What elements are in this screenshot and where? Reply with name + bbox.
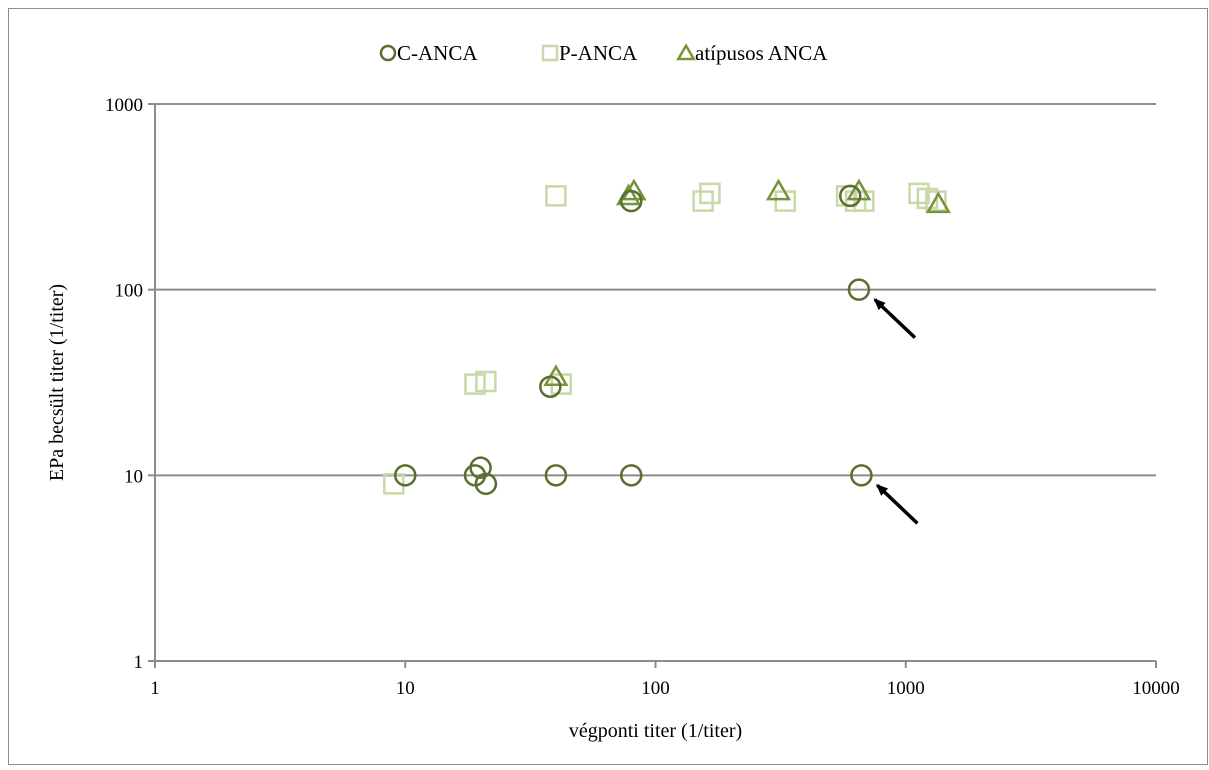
data-point-circle (394, 464, 417, 487)
data-point-circle (838, 184, 862, 208)
gridlines (155, 103, 1156, 477)
annotation-arrow (873, 298, 917, 339)
axes (148, 103, 1157, 668)
data-point-square (692, 190, 714, 212)
y-axis-title: EPa becsült titer (1/titer) (46, 284, 68, 481)
y-tick-label-100: 100 (115, 281, 144, 302)
annotation-arrow (875, 483, 919, 525)
tick-labels: 1 10 100 1000 1 10 100 1000 10000 (105, 95, 1180, 699)
x-tick-label-10000: 10000 (1132, 678, 1180, 699)
data-point-circle (539, 375, 562, 398)
legend: C-ANCA P-ANCA atípusos ANCA (379, 41, 828, 65)
legend-item: C-ANCA (379, 41, 478, 65)
x-tick-label-10: 10 (396, 678, 415, 699)
data-point-circle (469, 456, 492, 479)
data-point-square (475, 370, 497, 393)
chart-frame: 1 10 100 1000 1 10 100 1000 10000 C-ANCA P-ANCA at… (8, 8, 1208, 765)
legend-marker-triangle (676, 43, 696, 61)
data-points (383, 178, 951, 496)
data-point-square (464, 373, 486, 395)
data-point-square (383, 473, 405, 495)
legend-marker-square (541, 44, 559, 62)
data-point-triangle (765, 178, 792, 201)
data-point-circle (474, 472, 498, 496)
y-tick-label-1: 1 (134, 652, 144, 673)
legend-marker-circle (379, 44, 397, 62)
x-axis-title: végponti titer (1/titer) (569, 720, 742, 742)
data-point-triangle (621, 178, 647, 201)
scatter-chart: 1 10 100 1000 1 10 100 1000 10000 C-ANCA P-ANCA at… (46, 41, 1180, 742)
legend-label: atípusos ANCA (695, 41, 828, 65)
data-point-square (545, 185, 567, 207)
legend-label: P-ANCA (559, 41, 638, 65)
series-at-pusos-anca (543, 178, 951, 387)
x-tick-label-100: 100 (641, 678, 670, 699)
annotations (873, 298, 919, 525)
y-tick-label-1000: 1000 (105, 95, 143, 116)
data-point-circle (850, 464, 873, 487)
data-point-triangle (925, 191, 951, 214)
data-point-circle (619, 189, 643, 213)
y-tick-label-10: 10 (124, 466, 143, 487)
legend-item: P-ANCA (541, 41, 638, 65)
x-tick-label-1: 1 (150, 678, 160, 699)
legend-item: atípusos ANCA (676, 41, 828, 65)
series-p-anca (383, 182, 947, 495)
data-point-square (699, 182, 721, 205)
data-point-circle (619, 464, 643, 487)
data-point-circle (847, 278, 871, 301)
x-tick-label-1000: 1000 (887, 678, 925, 699)
series-c-anca (394, 184, 873, 496)
legend-label: C-ANCA (397, 41, 478, 65)
data-point-square (925, 190, 947, 212)
data-point-circle (544, 464, 568, 487)
